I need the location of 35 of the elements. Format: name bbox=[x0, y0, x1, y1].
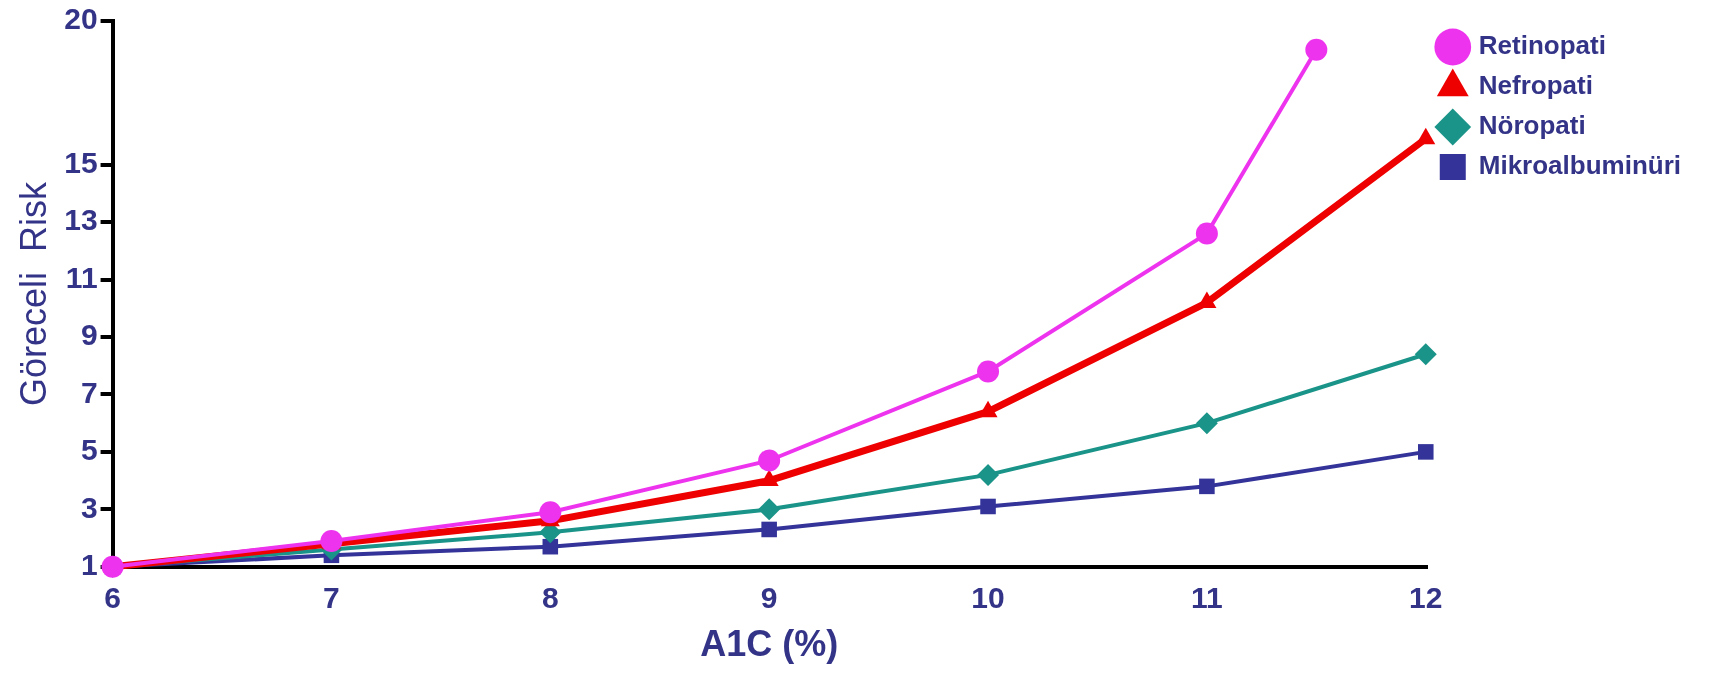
point bbox=[1195, 412, 1218, 435]
point bbox=[1195, 222, 1218, 245]
y-tick-label: 15 bbox=[64, 145, 98, 179]
y-axis-title: Göreceli Risk bbox=[12, 180, 54, 406]
x-tick-label: 8 bbox=[541, 581, 559, 615]
point bbox=[1199, 478, 1215, 495]
y-tick-label: 7 bbox=[80, 375, 98, 409]
y-tick-label: 13 bbox=[64, 203, 98, 237]
point bbox=[1414, 343, 1437, 366]
point bbox=[1305, 38, 1328, 61]
legend-label: Mikroalbuminüri bbox=[1478, 150, 1682, 181]
point bbox=[977, 360, 1000, 383]
x-tick-label: 10 bbox=[971, 581, 1005, 615]
x-tick-label: 7 bbox=[323, 581, 340, 615]
point bbox=[761, 521, 777, 538]
point bbox=[758, 498, 781, 521]
x-tick-label: 12 bbox=[1409, 581, 1443, 615]
point bbox=[980, 498, 996, 515]
x-tick-label: 11 bbox=[1191, 581, 1223, 615]
y-tick-label: 20 bbox=[64, 2, 98, 36]
point bbox=[977, 463, 1000, 486]
y-tick-label: 5 bbox=[80, 433, 98, 467]
y-tick-label: 9 bbox=[80, 318, 98, 352]
x-tick-label: 6 bbox=[104, 581, 121, 615]
point bbox=[758, 449, 781, 472]
legend-label: Retinopati bbox=[1478, 30, 1606, 61]
legend-label: Nöropati bbox=[1478, 110, 1586, 141]
x-axis-title: A1C (%) bbox=[700, 623, 839, 665]
point bbox=[1417, 444, 1434, 460]
y-tick-label: 3 bbox=[80, 490, 98, 524]
point bbox=[539, 501, 562, 524]
y-tick-label: 11 bbox=[65, 260, 98, 294]
legend-label: Nefropati bbox=[1478, 70, 1593, 101]
x-tick-label: 9 bbox=[760, 581, 778, 615]
y-tick-label: 1 bbox=[80, 548, 98, 582]
